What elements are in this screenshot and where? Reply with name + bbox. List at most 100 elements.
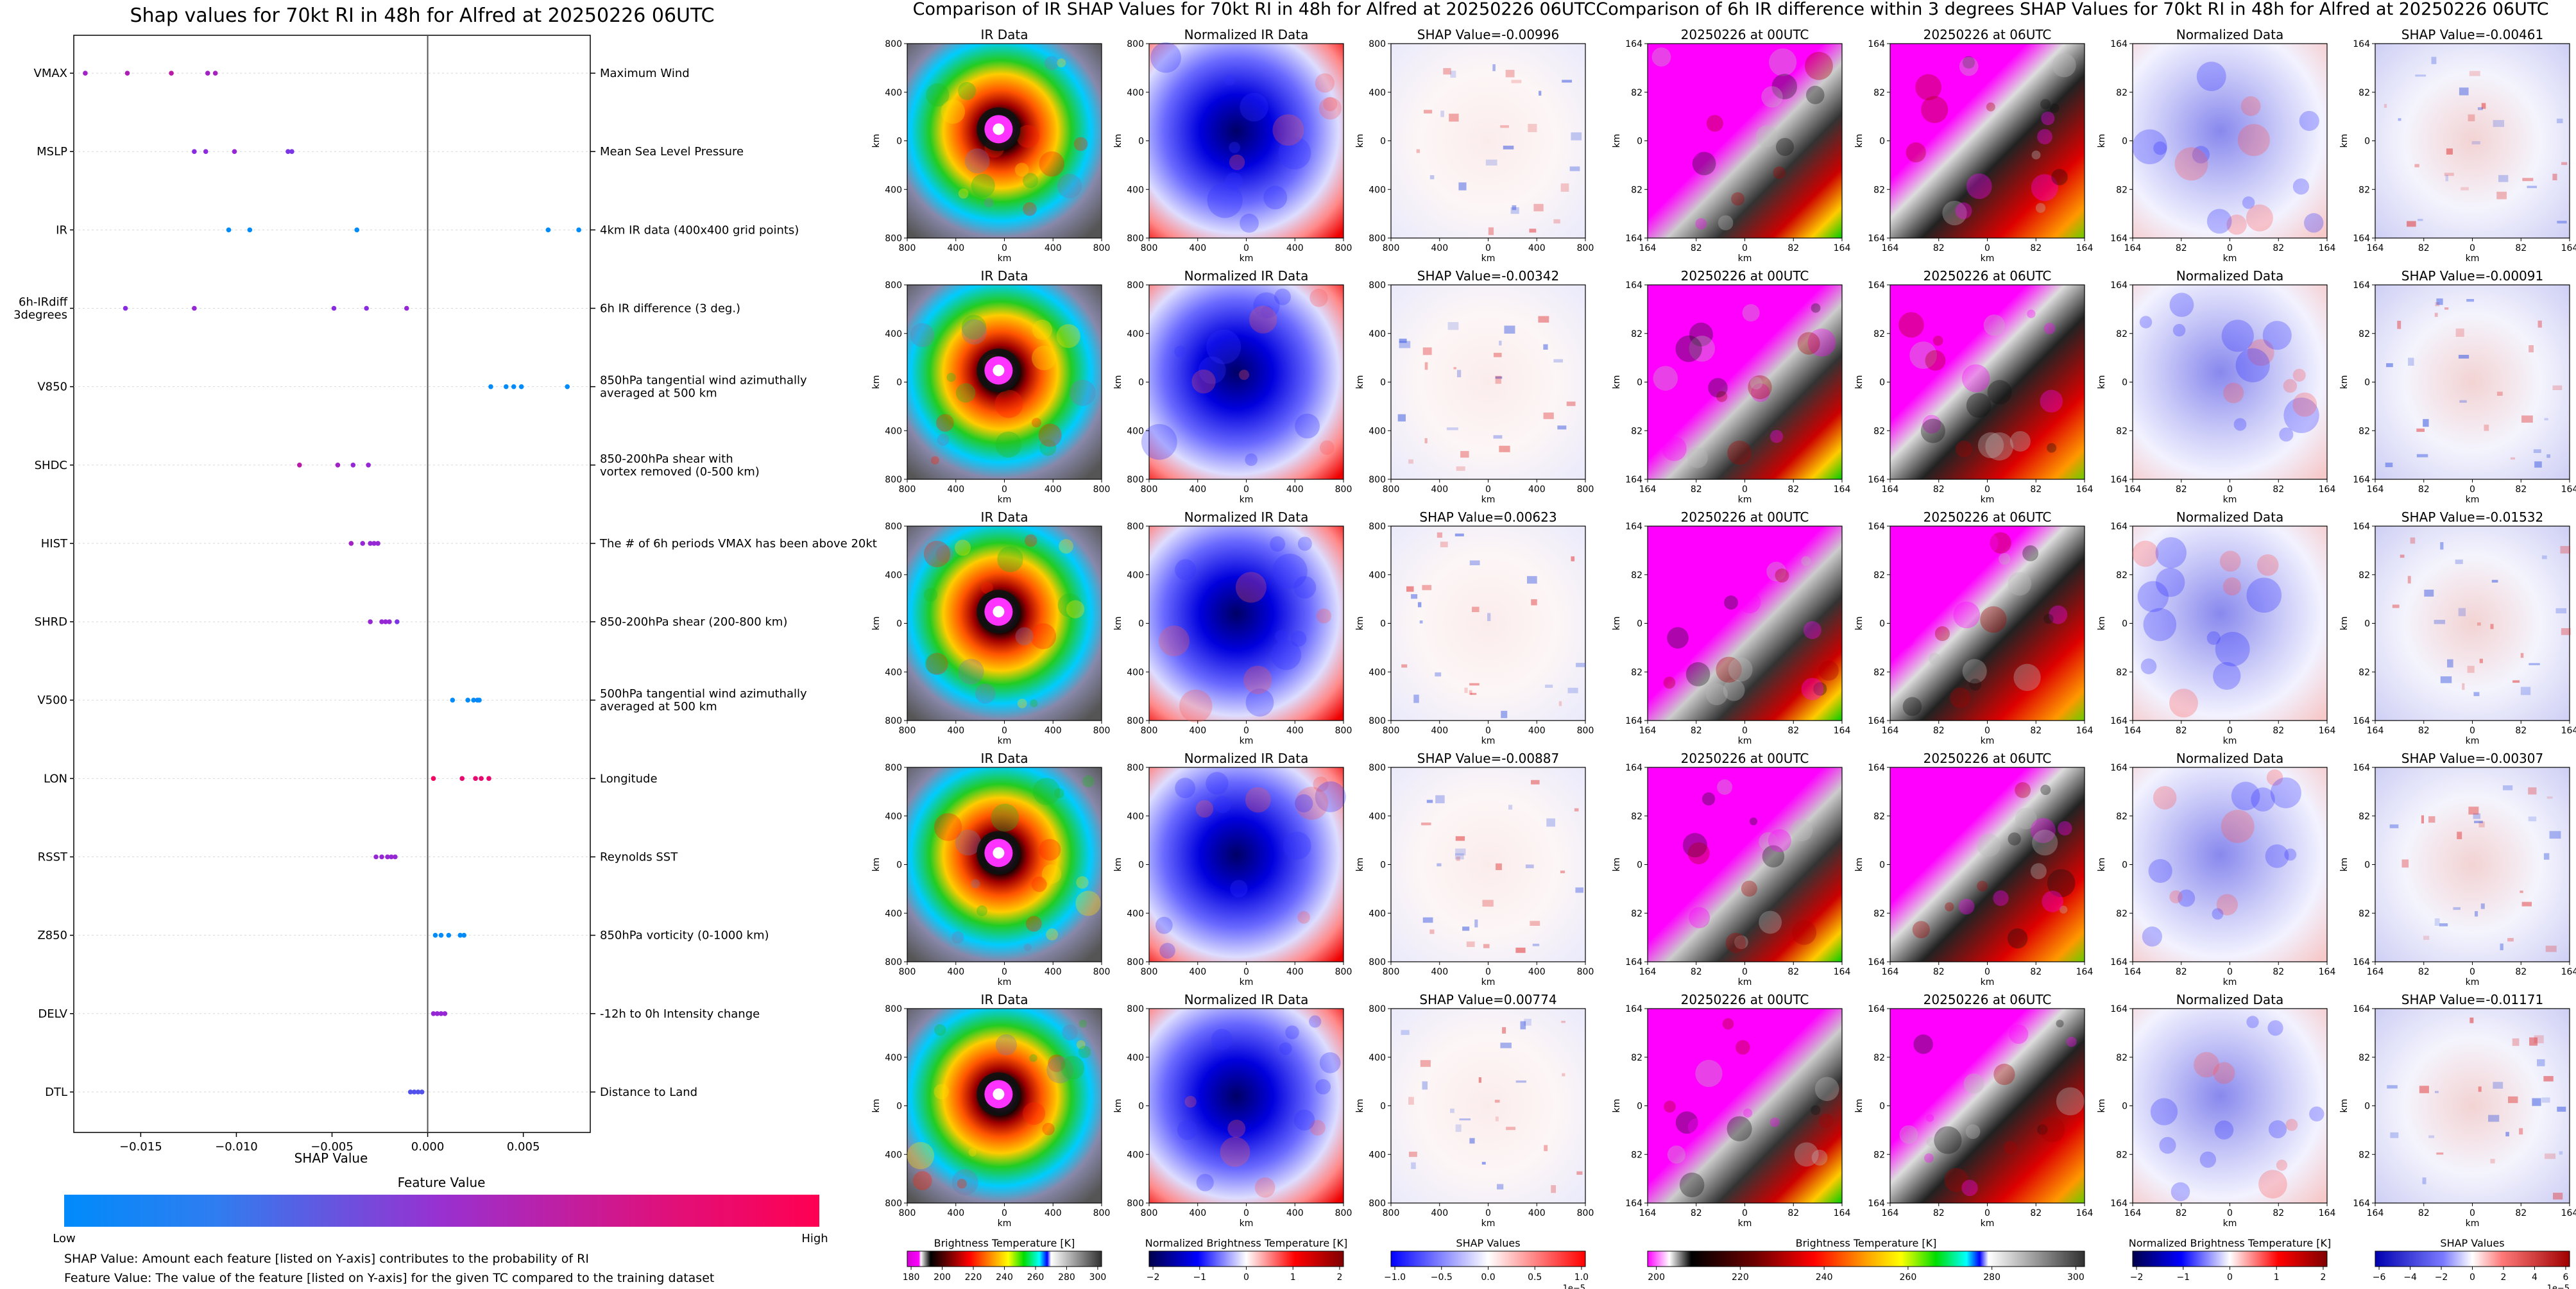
tick-label: 0 bbox=[2227, 1208, 2233, 1218]
shap-point bbox=[232, 149, 237, 155]
tick-label: 164 bbox=[1882, 1208, 1899, 1218]
panel-image bbox=[1148, 284, 1344, 480]
feature-description: The # of 6h periods VMAX has been above … bbox=[599, 537, 877, 551]
colorbar-title: Brightness Temperature [K] bbox=[934, 1237, 1075, 1249]
tick-label: 164 bbox=[1882, 484, 1899, 495]
colorbar-tick: 240 bbox=[996, 1272, 1013, 1283]
tick-label: 400 bbox=[885, 909, 902, 919]
image-panel: Normalized IR Data8008004004000040040080… bbox=[1113, 751, 1352, 987]
tick-label: 164 bbox=[1625, 234, 1642, 244]
shap-point bbox=[419, 1089, 425, 1095]
tick-label: 800 bbox=[885, 522, 902, 532]
tick-label: 400 bbox=[1369, 1053, 1386, 1063]
tick-label: 800 bbox=[1127, 475, 1144, 485]
axis-label: km bbox=[1240, 736, 1254, 746]
tick-label: 164 bbox=[2319, 1208, 2336, 1218]
tick-label: 82 bbox=[1691, 484, 1702, 495]
tick-label: 800 bbox=[1335, 967, 1352, 977]
axis-label: km bbox=[998, 1218, 1012, 1229]
tick-label: 800 bbox=[1093, 243, 1111, 253]
tick-label: 164 bbox=[2353, 522, 2370, 532]
feature-description: Reynolds SST bbox=[600, 851, 678, 864]
tick-label: 164 bbox=[2110, 1004, 2128, 1014]
tick-label: 164 bbox=[2124, 967, 2142, 977]
tick-label: 82 bbox=[2030, 243, 2042, 253]
tick-label: 82 bbox=[2116, 329, 2128, 339]
panel-image bbox=[1647, 525, 1843, 721]
tick-label: 164 bbox=[2110, 280, 2128, 291]
tick-label: 0 bbox=[1138, 137, 1144, 147]
feature-label: Z850 bbox=[37, 929, 67, 943]
tick-label: 0 bbox=[1984, 243, 1990, 253]
colorbar-high-label: High bbox=[801, 1232, 828, 1245]
tick-label: 400 bbox=[1431, 967, 1448, 977]
tick-label: 800 bbox=[1577, 484, 1594, 495]
tick-label: 82 bbox=[2176, 726, 2187, 736]
tick-label: 82 bbox=[1873, 812, 1885, 822]
tick-label: 82 bbox=[1787, 1208, 1799, 1218]
tick-label: 164 bbox=[2076, 243, 2094, 253]
panel-image bbox=[1889, 284, 2085, 480]
tick-label: 82 bbox=[2418, 1208, 2430, 1218]
shap-point bbox=[404, 305, 409, 311]
tick-label: 400 bbox=[1045, 967, 1062, 977]
tick-label: 164 bbox=[2110, 957, 2128, 968]
axis-label: km bbox=[1355, 1099, 1365, 1113]
shap-point bbox=[331, 305, 337, 311]
tick-label: 400 bbox=[1528, 726, 1546, 736]
tick-label: 400 bbox=[1189, 967, 1206, 977]
tick-label: 0 bbox=[2227, 243, 2233, 253]
tick-label: 800 bbox=[899, 484, 916, 495]
tick-label: 400 bbox=[1369, 88, 1386, 98]
shap-point bbox=[289, 149, 294, 155]
tick-label: 800 bbox=[1369, 1199, 1386, 1209]
tick-label: 164 bbox=[2367, 726, 2384, 736]
tick-label: 0 bbox=[2122, 619, 2128, 629]
panel-title: SHAP Value=-0.00887 bbox=[1417, 751, 1559, 766]
tick-label: 164 bbox=[1868, 763, 1885, 773]
shap-point bbox=[383, 619, 388, 624]
tick-label: 400 bbox=[1045, 243, 1062, 253]
tick-label: 800 bbox=[1127, 234, 1144, 244]
tick-label: 400 bbox=[1286, 967, 1304, 977]
tick-label: 164 bbox=[2561, 484, 2576, 495]
shap-point bbox=[373, 854, 379, 860]
panel-title: IR Data bbox=[981, 27, 1028, 42]
tick-label: 82 bbox=[1631, 329, 1642, 339]
tick-label: 82 bbox=[2515, 967, 2527, 977]
footnote-feature: Feature Value: The value of the feature … bbox=[64, 1271, 714, 1285]
axis-label: km bbox=[1854, 617, 1864, 631]
tick-label: 82 bbox=[2116, 909, 2128, 919]
panel-title: IR Data bbox=[981, 992, 1028, 1007]
axis-label: km bbox=[1481, 977, 1496, 987]
tick-label: 82 bbox=[2515, 726, 2527, 736]
colorbar-title: SHAP Values bbox=[1456, 1237, 1520, 1249]
tick-label: 0 bbox=[1879, 860, 1885, 871]
image-panel: Normalized IR Data8008004004000040040080… bbox=[1113, 268, 1352, 505]
panel-title: 20250226 at 00UTC bbox=[1681, 751, 1809, 766]
tick-label: 82 bbox=[1933, 243, 1945, 253]
feature-description: 6h IR difference (3 deg.) bbox=[600, 302, 740, 316]
tick-label: 0 bbox=[2122, 860, 2128, 871]
tick-label: 0 bbox=[1984, 484, 1990, 495]
tick-label: 400 bbox=[1528, 484, 1546, 495]
tick-label: 82 bbox=[2358, 185, 2370, 195]
tick-label: 82 bbox=[2116, 1150, 2128, 1160]
tick-label: 400 bbox=[1045, 1208, 1062, 1218]
shap-point bbox=[354, 227, 360, 233]
axis-label: km bbox=[1113, 858, 1123, 872]
axis-label: km bbox=[1240, 253, 1254, 264]
tick-label: 800 bbox=[1577, 967, 1594, 977]
axis-label: km bbox=[1738, 736, 1752, 746]
tick-label: 800 bbox=[1141, 967, 1158, 977]
tick-label: 0 bbox=[2469, 1208, 2475, 1218]
tick-label: 164 bbox=[2319, 726, 2336, 736]
tick-label: 800 bbox=[885, 1199, 902, 1209]
tick-label: 800 bbox=[1369, 522, 1386, 532]
panel-image bbox=[1647, 284, 1843, 480]
tick-label: 800 bbox=[1335, 726, 1352, 736]
tick-label: 164 bbox=[2319, 967, 2336, 977]
tick-label: 800 bbox=[885, 716, 902, 726]
colorbar-tick: 220 bbox=[1732, 1272, 1749, 1283]
